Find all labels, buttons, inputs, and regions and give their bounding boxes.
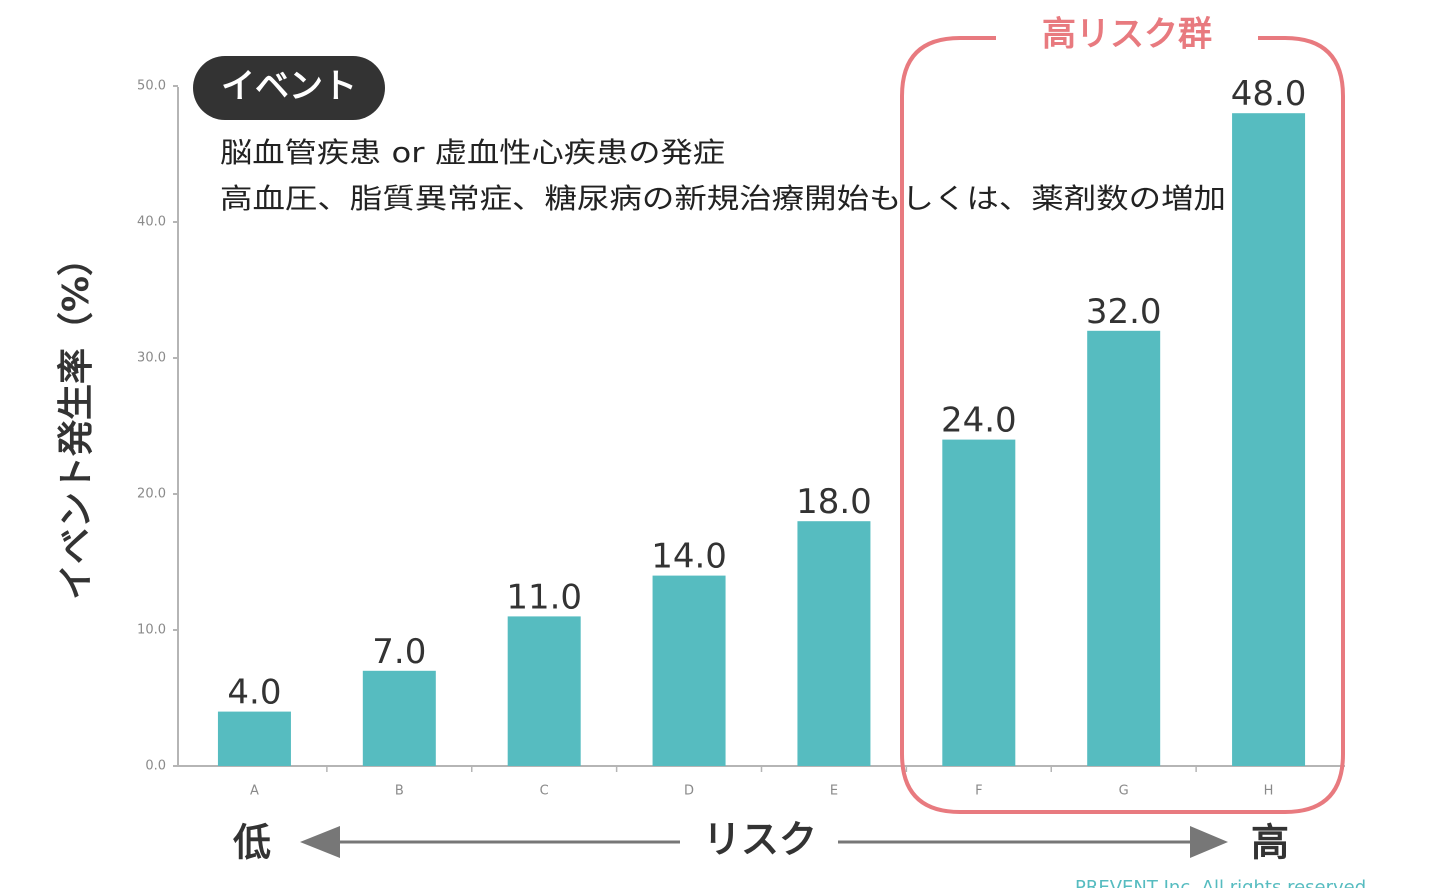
bar	[1232, 113, 1306, 766]
y-tick-label: 40.0	[137, 215, 166, 230]
x-tick-label: E	[830, 784, 838, 799]
bar-value-label: 14.0	[651, 537, 727, 577]
x-tick-label: H	[1264, 784, 1274, 799]
x-tick-label: F	[975, 784, 982, 799]
bar	[942, 439, 1016, 766]
bar-series: 4.0 7.0 11.0 14.0 18.0 24.0 32.0 48.0	[217, 74, 1307, 766]
event-description-line2: 高血圧、脂質異常症、糖尿病の新規治療開始もしくは、薬剤数の増加	[220, 182, 1226, 215]
y-tick-label: 0.0	[145, 759, 166, 774]
bar	[362, 670, 436, 766]
high-risk-label: 高リスク群	[1042, 15, 1212, 55]
risk-middle-label: リスク	[703, 818, 817, 862]
y-axis-label: イベント発生率（%）	[56, 240, 97, 600]
y-tick-label: 50.0	[137, 79, 166, 94]
event-badge-background	[193, 56, 385, 120]
y-axis-ticks: 0.0 10.0 20.0 30.0 40.0 50.0	[137, 79, 178, 774]
bar-value-label: 4.0	[227, 673, 281, 713]
bar-value-label: 11.0	[506, 577, 582, 617]
event-description-line1: 脳血管疾患 or 虚血性心疾患の発症	[220, 136, 725, 169]
x-tick-label: D	[684, 784, 694, 799]
risk-arrow-right-head	[1190, 826, 1228, 858]
risk-arrow-left-head	[300, 826, 340, 858]
bar-value-label: 18.0	[796, 482, 872, 522]
event-badge-label: イベント	[221, 67, 357, 107]
bar	[797, 521, 871, 766]
y-tick-label: 10.0	[137, 623, 166, 638]
bar-value-label: 7.0	[372, 632, 426, 672]
x-tick-label: A	[250, 784, 259, 799]
x-tick-label: C	[540, 784, 549, 799]
copyright-notice: PREVENT Inc. All rights reserved.	[1075, 877, 1372, 888]
risk-low-label: 低	[233, 821, 271, 865]
bar-value-label: 48.0	[1231, 74, 1307, 114]
bar-value-label: 24.0	[941, 401, 1017, 441]
bar	[507, 616, 581, 766]
bar	[217, 711, 291, 766]
bar	[1087, 330, 1161, 766]
y-tick-label: 30.0	[137, 351, 166, 366]
bar-value-label: 32.0	[1086, 292, 1162, 332]
x-tick-label: G	[1119, 784, 1129, 799]
bar	[652, 575, 726, 766]
y-tick-label: 20.0	[137, 487, 166, 502]
risk-high-label: 高	[1251, 821, 1289, 865]
x-axis-ticks: A B C D E F G H	[250, 766, 1342, 799]
x-tick-label: B	[395, 784, 404, 799]
high-risk-bracket	[900, 36, 1345, 814]
